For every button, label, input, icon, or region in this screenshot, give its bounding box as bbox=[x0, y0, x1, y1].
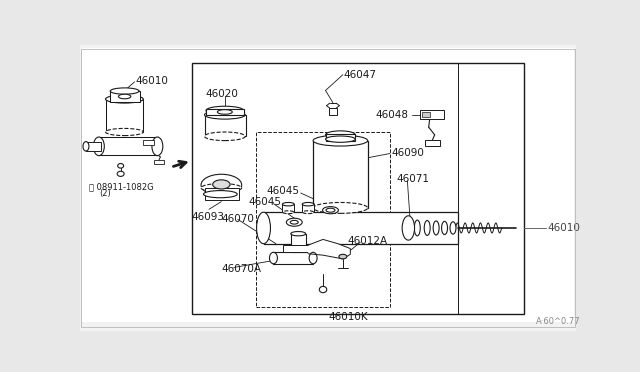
Ellipse shape bbox=[106, 128, 143, 135]
Bar bbox=[154, 160, 164, 164]
Text: Ⓝ 08911-1082G: Ⓝ 08911-1082G bbox=[89, 183, 154, 192]
Ellipse shape bbox=[442, 221, 447, 235]
Text: 46070: 46070 bbox=[221, 214, 254, 224]
Ellipse shape bbox=[269, 252, 277, 264]
Bar bbox=[273, 252, 313, 264]
Ellipse shape bbox=[205, 132, 245, 141]
Text: 46071: 46071 bbox=[396, 174, 429, 184]
Bar bbox=[284, 245, 330, 252]
Ellipse shape bbox=[309, 252, 317, 264]
Bar bbox=[110, 91, 140, 102]
Ellipse shape bbox=[323, 206, 339, 214]
Ellipse shape bbox=[414, 220, 420, 236]
Bar bbox=[326, 134, 355, 141]
Bar bbox=[256, 132, 390, 307]
Ellipse shape bbox=[117, 171, 124, 176]
Text: 46070A: 46070A bbox=[221, 264, 261, 275]
Ellipse shape bbox=[205, 110, 245, 119]
Ellipse shape bbox=[118, 94, 131, 99]
Ellipse shape bbox=[201, 174, 242, 196]
Ellipse shape bbox=[204, 190, 237, 198]
Text: 46020: 46020 bbox=[205, 89, 238, 99]
Text: 46093: 46093 bbox=[191, 212, 225, 222]
Bar bbox=[191, 63, 524, 314]
Text: 46012A: 46012A bbox=[348, 235, 388, 246]
Bar bbox=[205, 188, 239, 200]
Ellipse shape bbox=[93, 137, 104, 155]
Text: 46090: 46090 bbox=[392, 148, 424, 158]
Bar bbox=[422, 112, 429, 118]
Ellipse shape bbox=[303, 211, 314, 214]
Ellipse shape bbox=[326, 131, 355, 139]
Bar bbox=[206, 109, 244, 115]
Text: 46045: 46045 bbox=[266, 186, 299, 196]
Bar bbox=[329, 108, 337, 115]
Text: 46010K: 46010K bbox=[328, 312, 367, 322]
Bar bbox=[99, 137, 157, 155]
Ellipse shape bbox=[257, 212, 271, 244]
Ellipse shape bbox=[326, 208, 335, 212]
Ellipse shape bbox=[424, 221, 430, 235]
Ellipse shape bbox=[218, 110, 232, 114]
Ellipse shape bbox=[326, 136, 355, 142]
Ellipse shape bbox=[313, 135, 368, 146]
Ellipse shape bbox=[206, 106, 244, 115]
Ellipse shape bbox=[212, 180, 230, 189]
Text: A·60^0.77: A·60^0.77 bbox=[536, 317, 581, 326]
Ellipse shape bbox=[83, 142, 89, 151]
Text: 46047: 46047 bbox=[344, 70, 377, 80]
Ellipse shape bbox=[110, 88, 139, 94]
Ellipse shape bbox=[201, 183, 242, 192]
Text: (2): (2) bbox=[99, 189, 111, 198]
Polygon shape bbox=[308, 240, 350, 259]
Bar bbox=[143, 140, 154, 145]
Text: 46048: 46048 bbox=[375, 109, 408, 119]
Text: 46010: 46010 bbox=[136, 76, 168, 86]
Ellipse shape bbox=[339, 254, 347, 259]
Bar bbox=[264, 212, 458, 244]
Bar bbox=[291, 234, 306, 252]
Bar bbox=[313, 141, 367, 208]
Ellipse shape bbox=[118, 164, 124, 168]
Ellipse shape bbox=[152, 137, 163, 155]
Ellipse shape bbox=[106, 95, 143, 103]
Ellipse shape bbox=[286, 218, 302, 226]
Bar bbox=[86, 142, 101, 151]
Text: 46045: 46045 bbox=[249, 197, 282, 207]
Bar bbox=[106, 99, 143, 132]
Ellipse shape bbox=[313, 202, 368, 214]
Ellipse shape bbox=[402, 216, 415, 240]
Bar bbox=[205, 115, 246, 136]
Ellipse shape bbox=[319, 286, 327, 293]
Bar bbox=[420, 110, 444, 119]
Text: 46010: 46010 bbox=[548, 223, 580, 233]
Ellipse shape bbox=[433, 221, 439, 235]
Ellipse shape bbox=[291, 231, 306, 236]
Ellipse shape bbox=[302, 202, 314, 206]
Bar bbox=[425, 140, 440, 146]
Bar bbox=[302, 204, 314, 212]
Ellipse shape bbox=[282, 202, 294, 206]
Ellipse shape bbox=[450, 222, 456, 234]
Bar bbox=[282, 204, 294, 212]
Ellipse shape bbox=[283, 211, 294, 214]
Ellipse shape bbox=[291, 220, 298, 224]
